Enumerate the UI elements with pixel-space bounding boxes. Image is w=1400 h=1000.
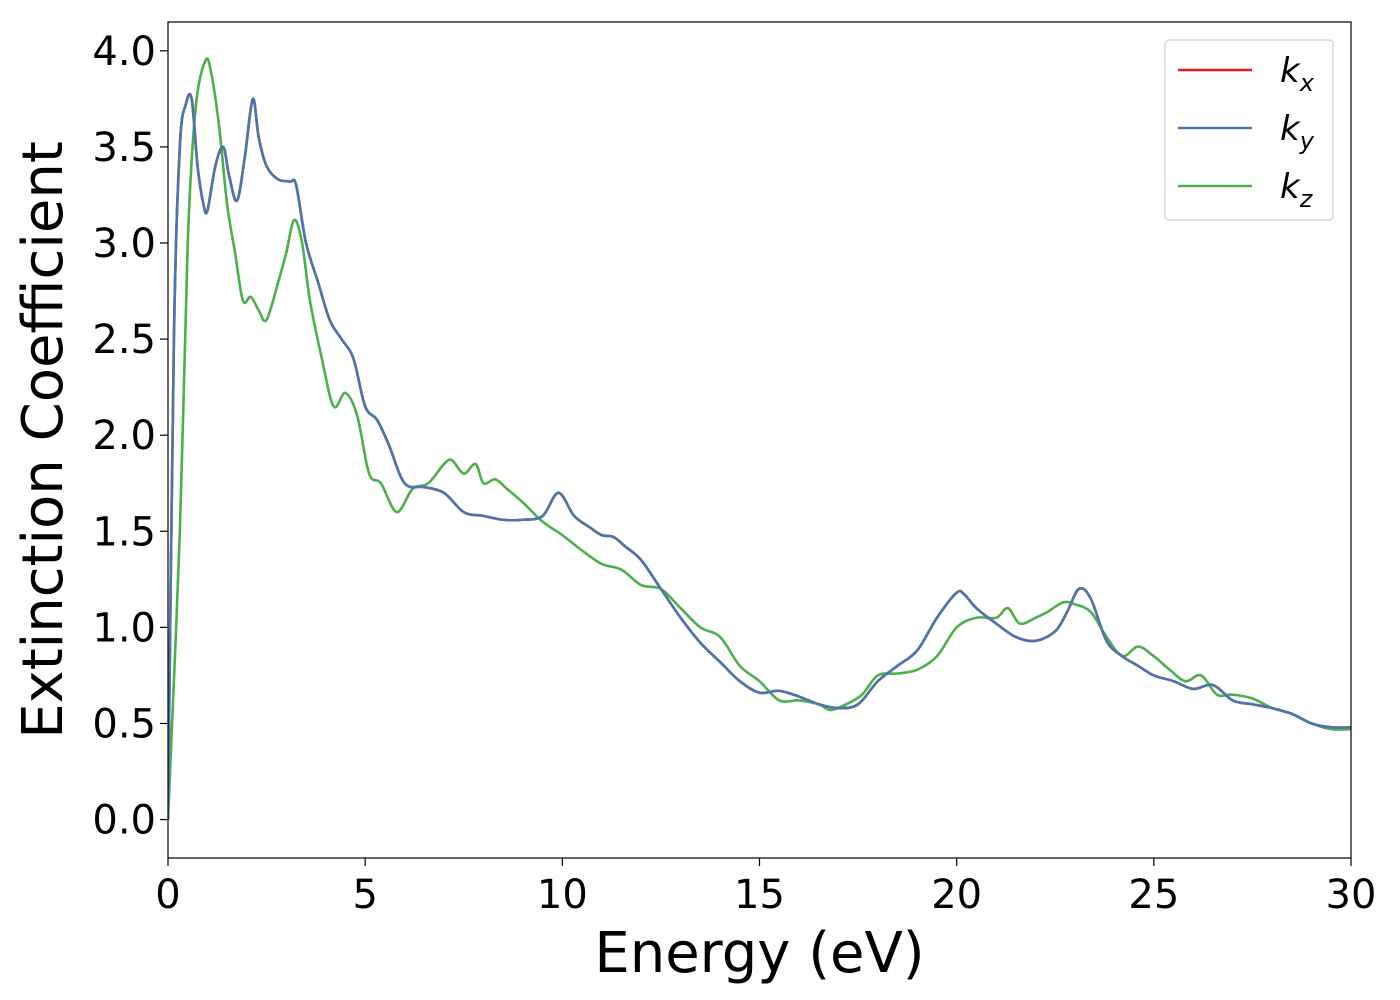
y-tick-label: 0.0 — [92, 798, 156, 844]
series-lines — [168, 57, 1351, 820]
legend-box — [1164, 39, 1334, 221]
y-axis: 0.0 0.5 1.0 1.5 2.0 2.5 3.0 3.5 4.0 — [92, 29, 168, 844]
x-axis-title: Energy (eV) — [594, 921, 924, 986]
y-tick-label: 2.5 — [92, 317, 156, 363]
y-tick-label: 3.0 — [92, 221, 156, 267]
x-tick-label: 10 — [537, 872, 588, 918]
series-line-ky — [168, 92, 1351, 820]
y-tick-label: 2.0 — [92, 413, 156, 459]
legend-label-main: k — [1280, 51, 1301, 91]
y-tick-label: 1.5 — [92, 509, 156, 555]
legend-label-ky: ky — [1280, 109, 1315, 155]
y-tick-label: 0.5 — [92, 701, 156, 747]
legend-label-subscript: y — [1299, 127, 1315, 155]
legend-label-main: k — [1280, 109, 1301, 149]
x-tick-label: 30 — [1326, 872, 1377, 918]
x-tick-label: 20 — [931, 872, 982, 918]
x-tick-label: 5 — [352, 872, 377, 918]
series-line-kz — [168, 57, 1351, 820]
y-tick-label: 3.5 — [92, 125, 156, 171]
y-tick-label: 4.0 — [92, 29, 156, 75]
legend-label-subscript: z — [1299, 185, 1314, 213]
legend-label-kz: kz — [1280, 167, 1314, 213]
x-tick-label: 25 — [1128, 872, 1179, 918]
legend-label-main: k — [1280, 167, 1301, 207]
legend-label-subscript: x — [1299, 69, 1315, 97]
y-tick-label: 1.0 — [92, 605, 156, 651]
x-axis: 0 5 10 15 20 25 30 — [155, 858, 1376, 918]
x-tick-label: 0 — [155, 872, 180, 918]
legend-label-kx: kx — [1280, 51, 1315, 97]
x-tick-label: 15 — [734, 872, 785, 918]
y-axis-title: Extinction Coefficient — [11, 141, 76, 739]
